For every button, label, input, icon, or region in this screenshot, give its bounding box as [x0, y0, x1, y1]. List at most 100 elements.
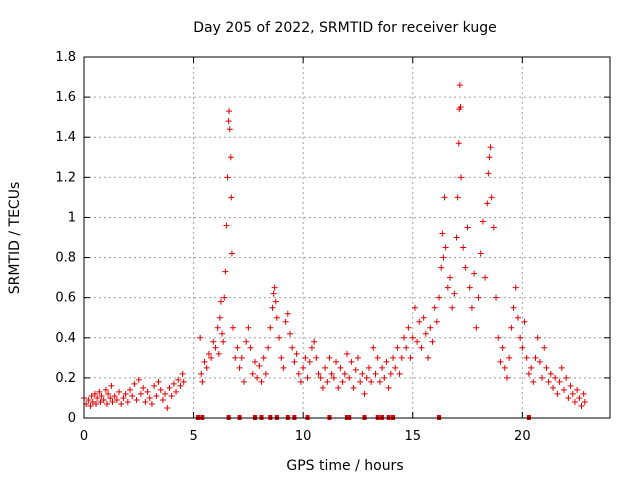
data-point [291, 358, 298, 365]
data-point [151, 382, 158, 389]
data-point [243, 338, 250, 345]
data-point [335, 384, 342, 391]
data-point [98, 392, 105, 399]
data-point [225, 118, 232, 125]
data-point [284, 310, 291, 317]
data-point [324, 378, 331, 385]
y-tick-label: 1.4 [55, 130, 76, 145]
data-point [91, 390, 98, 397]
data-point [536, 358, 543, 365]
data-point [155, 378, 162, 385]
data-point [543, 364, 550, 371]
data-point [348, 358, 355, 365]
data-point [102, 386, 109, 393]
data-point [484, 200, 491, 207]
data-point [210, 338, 217, 345]
data-point [113, 396, 120, 403]
data-point [322, 364, 329, 371]
data-point [346, 374, 353, 381]
data-point [534, 334, 541, 341]
data-point [495, 334, 502, 341]
data-point [501, 364, 508, 371]
data-point [444, 284, 451, 291]
data-points [81, 82, 588, 420]
data-point [387, 370, 394, 377]
data-point [545, 378, 552, 385]
data-point [411, 304, 418, 311]
data-point [479, 218, 486, 225]
data-point [144, 388, 151, 395]
data-point [180, 378, 187, 385]
data-point [302, 354, 309, 361]
data-point [247, 344, 254, 351]
data-point [475, 294, 482, 301]
data-point [361, 390, 368, 397]
data-point [208, 354, 215, 361]
data-point [330, 374, 337, 381]
data-point [214, 324, 221, 331]
data-point [462, 264, 469, 271]
data-point [131, 380, 138, 387]
data-point [359, 370, 366, 377]
data-point [224, 174, 231, 181]
data-point [254, 374, 261, 381]
data-point [278, 354, 285, 361]
x-tick-label: 0 [80, 429, 88, 444]
data-point [528, 364, 535, 371]
data-point [485, 170, 492, 177]
data-point [405, 324, 412, 331]
data-point [506, 354, 513, 361]
data-point [120, 394, 127, 401]
data-point [94, 394, 101, 401]
data-point [519, 344, 526, 351]
data-point [122, 390, 129, 397]
data-point [223, 222, 230, 229]
grid-lines [84, 57, 610, 418]
data-point [466, 284, 473, 291]
data-point [164, 404, 171, 411]
data-point [547, 370, 554, 377]
data-point [425, 354, 432, 361]
data-point [179, 370, 186, 377]
data-point [390, 354, 397, 361]
y-tick-label: 1.6 [55, 90, 76, 105]
data-point [368, 378, 375, 385]
data-point [230, 324, 237, 331]
data-point [203, 364, 210, 371]
data-point [100, 396, 107, 403]
data-point [166, 384, 173, 391]
chart-title: Day 205 of 2022, SRMTID for receiver kug… [193, 20, 496, 36]
data-point [221, 294, 228, 301]
data-point [409, 334, 416, 341]
data-point [256, 362, 263, 369]
data-point [269, 304, 276, 311]
data-point [442, 244, 449, 251]
data-point [333, 358, 340, 365]
data-point [226, 108, 233, 115]
data-point [282, 318, 289, 325]
data-point [418, 344, 425, 351]
data-point [460, 244, 467, 251]
data-point [451, 290, 458, 297]
data-point [217, 298, 224, 305]
data-point [105, 390, 112, 397]
y-tick-label: 0.4 [55, 331, 76, 346]
data-point [447, 274, 454, 281]
x-axis-label: GPS time / hours [286, 458, 403, 474]
data-point [308, 344, 315, 351]
data-point [578, 402, 585, 409]
data-point [293, 350, 300, 357]
data-point [124, 398, 131, 405]
data-point [532, 354, 539, 361]
data-point [398, 354, 405, 361]
data-point [260, 354, 267, 361]
data-point [339, 378, 346, 385]
data-point [276, 334, 283, 341]
axis-ticks: 0 0.2 0.4 0.6 0.8 1 1.2 1.4 1.6 1.8 0 5 10 15 20 [55, 50, 610, 444]
data-point [157, 386, 164, 393]
data-point [270, 290, 277, 297]
data-point [394, 344, 401, 351]
data-point [457, 104, 464, 111]
data-point [199, 378, 206, 385]
data-point [457, 174, 464, 181]
